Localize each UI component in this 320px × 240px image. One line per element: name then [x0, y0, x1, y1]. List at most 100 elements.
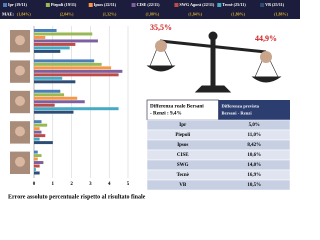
- legend-swatch: [45, 3, 50, 7]
- bar: [34, 110, 74, 114]
- bar: [34, 164, 40, 168]
- candidate-face: [15, 35, 25, 46]
- table-cell: CISE: [177, 153, 189, 158]
- table-cell: 14,0%: [247, 163, 261, 168]
- mae-value: (1,84%): [17, 11, 31, 16]
- bar: [34, 123, 48, 127]
- table-cell: 5,0%: [249, 123, 260, 128]
- mae-value: (1,80%): [231, 11, 245, 16]
- table-row-bg: [146, 119, 291, 131]
- table-row-bg: [146, 169, 291, 181]
- table-cell: VB: [179, 183, 187, 188]
- legend-label: Ipr (19/11): [8, 2, 27, 7]
- candidate-face: [15, 96, 25, 106]
- bar: [34, 137, 40, 141]
- table-row-bg: [146, 149, 291, 161]
- table-cell: Ipr: [179, 123, 187, 128]
- mae-value: (1,32%): [103, 11, 117, 16]
- table-cell: Piepoli: [175, 133, 190, 138]
- legend-label: SWG Agorà (22/11): [179, 2, 215, 7]
- bar: [34, 66, 112, 70]
- legend-label: Piepoli (19/11): [51, 2, 77, 7]
- bar: [34, 103, 55, 107]
- table-cell: Tecnè: [177, 173, 190, 178]
- bar: [34, 59, 95, 63]
- scale-left: 35,5%: [150, 23, 172, 32]
- bar: [34, 62, 102, 66]
- legend-swatch: [174, 3, 179, 7]
- bar: [34, 69, 123, 73]
- legend-label: CISE (22/11): [137, 2, 161, 7]
- bar: [34, 42, 76, 46]
- mae-value: (1,88%): [146, 11, 160, 16]
- x-axis-title: Errore assoluto percentuale rispetto al …: [8, 194, 146, 200]
- x-tick-label: 4: [108, 182, 111, 187]
- table-cell: 8,42%: [247, 143, 261, 148]
- table-header: Differenza reale Bersani - Renzi : 9,4%: [150, 104, 204, 117]
- mae-value: (1,84%): [188, 11, 202, 16]
- x-tick-label: 2: [70, 182, 73, 187]
- scale-illustration: [146, 31, 282, 93]
- legend-label: VB (25/11): [265, 2, 285, 7]
- bar: [34, 96, 78, 100]
- legend-swatch: [217, 3, 222, 7]
- table-cell: 10,6%: [247, 153, 261, 158]
- infographic: 35,5% 44,9% 0 1 2 3 4 5 Errore assoluto percen…: [0, 0, 300, 200]
- table: Differenza reale Bersani - Renzi : 9,4% Di…: [146, 99, 291, 191]
- bar: [34, 141, 53, 145]
- legend-swatch: [3, 3, 7, 7]
- table-cell: 16,9%: [247, 173, 261, 178]
- bar: [34, 150, 38, 154]
- bar: [34, 35, 46, 39]
- mae-title: MAE:: [2, 12, 14, 17]
- table-cell: 11,0%: [248, 133, 261, 138]
- table-row-bg: [146, 159, 291, 171]
- bar: [34, 46, 70, 50]
- bar: [34, 32, 93, 36]
- x-tick-label: 1: [52, 182, 55, 187]
- bar: [34, 130, 42, 134]
- bar: [34, 89, 61, 93]
- x-tick-label: 5: [127, 182, 130, 187]
- bar: [34, 100, 85, 104]
- table-row-bg: [146, 129, 291, 141]
- bar: [34, 80, 76, 84]
- bar: [34, 154, 42, 158]
- scale-right: 44,9%: [255, 34, 277, 43]
- bar: [34, 39, 98, 43]
- bar: [34, 120, 42, 124]
- table-cell: 10,5%: [247, 183, 261, 188]
- bar: [34, 127, 40, 131]
- table-header: Differenza prevista Bersani - Renzi: [222, 104, 260, 116]
- candidate-face: [15, 126, 25, 137]
- x-tick-label: 3: [89, 182, 92, 187]
- table-header-bg: [218, 100, 290, 120]
- legend-label: Ipsos (22/11): [94, 2, 117, 7]
- bar: [34, 168, 36, 171]
- table-cell: Ipsos: [177, 143, 188, 148]
- legend-swatch: [131, 3, 136, 7]
- bar: [34, 171, 40, 175]
- legend-band: [0, 0, 300, 19]
- bar: [34, 157, 38, 161]
- mae-value: (1,88%): [274, 11, 288, 16]
- legend-label: Tecnè (25/11): [222, 2, 246, 7]
- x-tick-label: 0: [33, 182, 36, 187]
- table-row-bg: [146, 179, 291, 191]
- bar: [34, 107, 119, 111]
- bar: [34, 93, 65, 97]
- table-row-bg: [146, 139, 291, 151]
- bar: [34, 73, 119, 77]
- legend-swatch: [260, 3, 265, 7]
- candidate-face: [15, 65, 25, 76]
- bar: [34, 134, 46, 138]
- bar: [34, 29, 57, 32]
- mae-value: (2,04%): [60, 11, 74, 16]
- legend-swatch: [88, 3, 93, 7]
- bar: [34, 76, 63, 80]
- table-cell: SWG: [177, 163, 189, 168]
- bar: [34, 49, 61, 53]
- bar: [34, 161, 44, 165]
- candidate-face: [15, 156, 25, 167]
- chart: 0 1 2 3 4 5 Errore assoluto percentuale rispet…: [8, 26, 146, 200]
